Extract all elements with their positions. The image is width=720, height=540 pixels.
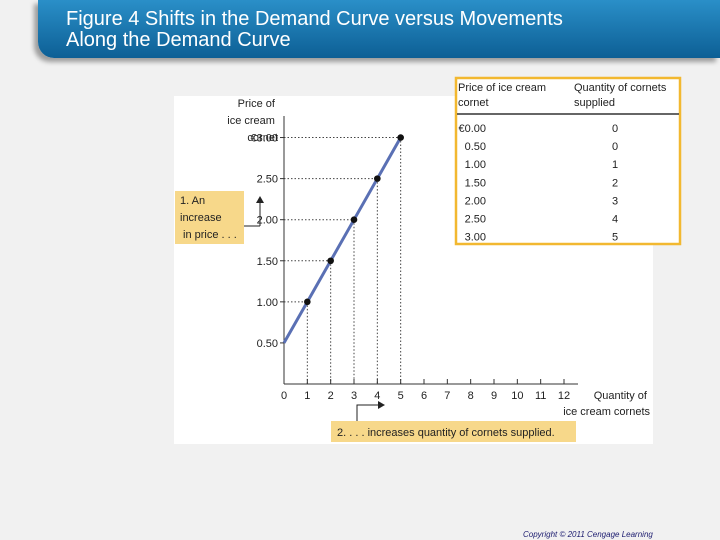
slide-title: Figure 4 Shifts in the Demand Curve vers… bbox=[66, 9, 706, 51]
table-cell-price: 3.00 bbox=[465, 232, 486, 244]
x-axis-label: Quantity of ice cream cornets bbox=[563, 390, 650, 418]
table-cell-price: 0.50 bbox=[465, 141, 486, 153]
data-point bbox=[397, 134, 404, 141]
quantity-increase-arrowhead bbox=[378, 401, 385, 409]
y-tick-label: 1.00 bbox=[257, 297, 278, 309]
x-tick-label: 11 bbox=[535, 390, 546, 402]
y-axis-label-line-1: Price of bbox=[238, 98, 276, 110]
table-cell-price: €0.00 bbox=[458, 123, 486, 135]
y-axis-label: Price of ice cream cornet bbox=[227, 98, 278, 144]
table-cell-quantity: 3 bbox=[612, 195, 618, 207]
quantity-increase-box bbox=[331, 421, 576, 442]
table-cell-price: 1.00 bbox=[465, 159, 486, 171]
x-tick-label: 3 bbox=[351, 390, 357, 402]
x-tick-label: 1 bbox=[304, 390, 310, 402]
y-tick-label: 2.50 bbox=[257, 174, 278, 186]
x-ticks: 0 1 2 3 4 5 6 7 8 9 10 11 12 bbox=[281, 379, 570, 402]
supply-schedule-table: Price of ice cream cornet Quantity of corn… bbox=[454, 76, 682, 246]
table-cell-quantity: 1 bbox=[612, 159, 618, 171]
y-ticks: 0.50 1.00 1.50 2.00 2.50 €3.00 bbox=[250, 133, 284, 350]
title-bar bbox=[38, 0, 720, 58]
x-tick-label: 9 bbox=[491, 390, 497, 402]
y-axis-label-line-3: cornet bbox=[247, 132, 278, 144]
x-tick-label: 8 bbox=[468, 390, 474, 402]
price-increase-line-3: in price . . . bbox=[183, 229, 237, 241]
x-tick-label: 5 bbox=[398, 390, 404, 402]
y-tick-label: €3.00 bbox=[250, 133, 278, 145]
slide-title-line-1: Figure 4 Shifts in the Demand Curve vers… bbox=[66, 8, 563, 30]
x-tick-label: 2 bbox=[328, 390, 334, 402]
x-tick-label: 0 bbox=[281, 390, 287, 402]
table-cell-quantity: 4 bbox=[612, 214, 618, 226]
x-tick-label: 6 bbox=[421, 390, 427, 402]
table-cell-price: 2.50 bbox=[465, 214, 486, 226]
table-cell-quantity: 0 bbox=[612, 141, 618, 153]
x-tick-label: 12 bbox=[558, 390, 570, 402]
slide-title-line-2: Along the Demand Curve bbox=[66, 29, 291, 51]
quantity-increase-arrow bbox=[356, 404, 383, 421]
data-points bbox=[304, 134, 404, 306]
table-cell-quantity: 0 bbox=[612, 123, 618, 135]
table-cell-price: 1.50 bbox=[465, 177, 486, 189]
y-tick-label: 1.50 bbox=[257, 256, 278, 268]
table-cell-price: 2.00 bbox=[465, 195, 486, 207]
table-frame bbox=[454, 76, 682, 246]
table-header-quantity-line-1: Quantity of cornets bbox=[574, 82, 667, 94]
x-tick-label: 10 bbox=[511, 390, 523, 402]
data-point bbox=[304, 298, 311, 306]
table-header-quantity-line-2: supplied bbox=[574, 97, 615, 109]
price-increase-line-1: 1. An bbox=[180, 195, 205, 207]
x-axis-label-line-2: ice cream cornets bbox=[563, 406, 650, 418]
data-point bbox=[350, 216, 358, 223]
supply-curve bbox=[282, 136, 402, 344]
table-header-price-line-1: Price of ice cream bbox=[458, 82, 546, 94]
x-tick-label: 4 bbox=[374, 390, 380, 402]
x-axis-label-line-1: Quantity of bbox=[594, 390, 648, 402]
copyright-notice: Copyright © 2011 Cengage Learning bbox=[523, 530, 653, 539]
data-point bbox=[327, 257, 334, 265]
y-tick-label: 0.50 bbox=[257, 338, 278, 350]
price-increase-annotation: 1. An increase in price . . . bbox=[180, 195, 237, 241]
y-axis-label-line-2: ice cream bbox=[227, 115, 275, 127]
price-increase-box bbox=[175, 191, 244, 244]
data-point bbox=[374, 175, 381, 182]
y-tick-label: 2.00 bbox=[257, 215, 278, 227]
price-increase-arrowhead bbox=[256, 196, 264, 203]
guide-lines bbox=[284, 137, 402, 384]
quantity-increase-annotation: 2. . . . increases quantity of cornets s… bbox=[337, 427, 555, 439]
x-tick-label: 7 bbox=[444, 390, 450, 402]
table-cell-quantity: 2 bbox=[612, 177, 618, 189]
table-header-price-line-2: cornet bbox=[458, 97, 489, 109]
price-increase-line-2: increase bbox=[180, 212, 222, 224]
table-cell-quantity: 5 bbox=[612, 232, 618, 244]
